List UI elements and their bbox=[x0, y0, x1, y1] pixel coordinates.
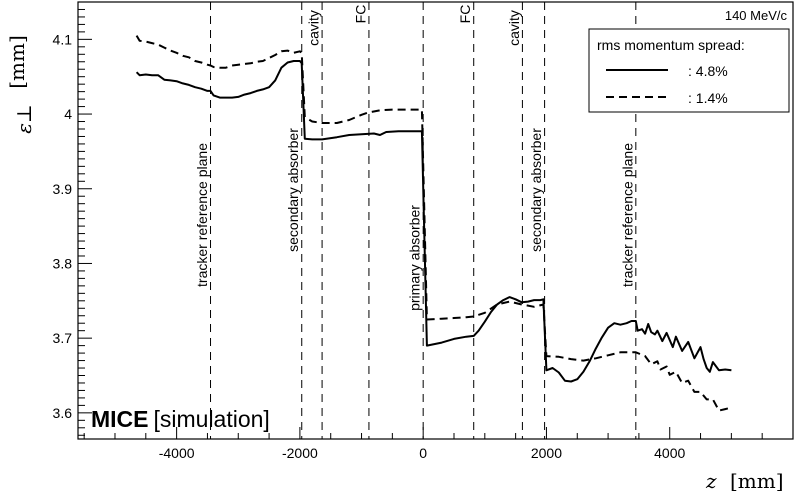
mice-watermark: MICE [simulation] bbox=[91, 406, 270, 432]
x-tick-label: -4000 bbox=[159, 445, 195, 461]
y-tick-label: 3.6 bbox=[53, 405, 73, 421]
y-tick-label: 4.1 bbox=[53, 31, 73, 47]
vertical-marker-lines: tracker reference plane secondary absorbe… bbox=[194, 2, 637, 439]
marker-label-5: FC bbox=[457, 5, 473, 24]
legend-label-solid: : 4.8% bbox=[688, 63, 728, 79]
series-line-dashed bbox=[135, 35, 732, 412]
marker-label-7: secondary absorber bbox=[528, 128, 544, 252]
x-axis-variable: z bbox=[705, 469, 717, 493]
mice-bold: MICE bbox=[91, 406, 149, 432]
y-tick-label: 4 bbox=[64, 106, 72, 122]
legend-label-dashed: : 1.4% bbox=[688, 90, 728, 106]
energy-note: 140 MeV/c bbox=[725, 8, 788, 23]
y-tick-label: 3.8 bbox=[53, 255, 73, 271]
x-axis-unit: [mm] bbox=[730, 469, 784, 493]
plot-frame bbox=[77, 1, 794, 440]
legend-title: rms momentum spread: bbox=[597, 37, 745, 53]
y-tick-label: 3.9 bbox=[53, 181, 73, 197]
x-axis-ticks: -4000 -2000 0 2000 4000 bbox=[83, 427, 794, 461]
marker-label-1: secondary absorber bbox=[285, 128, 301, 252]
x-tick-label: 2000 bbox=[531, 445, 562, 461]
marker-label-0: tracker reference plane bbox=[194, 143, 210, 287]
legend: rms momentum spread: : 4.8% : 1.4% bbox=[588, 28, 790, 113]
series-curves bbox=[135, 35, 732, 412]
marker-label-2: cavity bbox=[306, 10, 322, 46]
y-tick-label: 3.7 bbox=[53, 330, 73, 346]
series-line-solid bbox=[135, 60, 732, 383]
mice-simulation: [simulation] bbox=[154, 406, 270, 432]
x-tick-label: -2000 bbox=[282, 445, 318, 461]
marker-label-8: tracker reference plane bbox=[619, 143, 635, 287]
x-tick-label: 0 bbox=[419, 445, 427, 461]
y-axis-unit: [mm] bbox=[5, 35, 29, 89]
marker-label-3: FC bbox=[352, 5, 368, 24]
x-tick-label: 4000 bbox=[654, 445, 685, 461]
marker-label-4: primary absorber bbox=[407, 205, 423, 311]
marker-label-6: cavity bbox=[506, 10, 522, 46]
y-axis-ticks: 3.6 3.7 3.8 3.9 4 4.1 bbox=[53, 1, 92, 436]
y-axis-variable: ε⊥ bbox=[12, 104, 36, 134]
